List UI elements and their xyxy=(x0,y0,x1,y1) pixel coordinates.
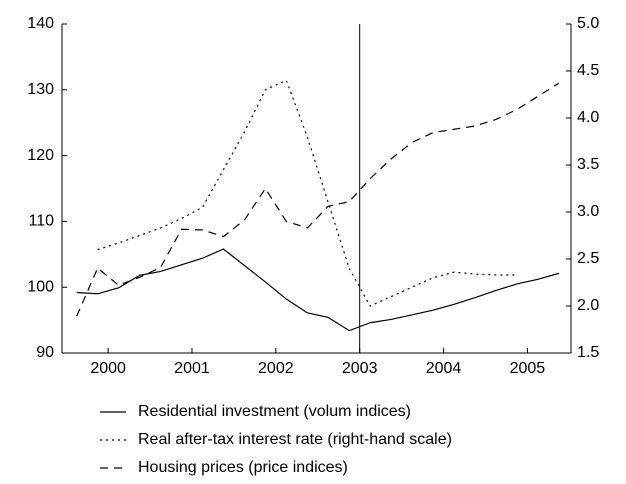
legend-label: Real after-tax interest rate (right-hand… xyxy=(138,431,452,448)
series-line xyxy=(97,79,517,307)
y2-tick-label: 4.0 xyxy=(577,109,599,126)
y-tick-label: 120 xyxy=(27,147,54,164)
y2-tick-label: 5.0 xyxy=(577,15,599,32)
y-tick-label: 140 xyxy=(27,15,54,32)
x-tick-label: 2000 xyxy=(90,360,126,377)
y2-tick-label: 4.5 xyxy=(577,62,599,79)
x-tick-label: 2003 xyxy=(342,360,378,377)
x-tick-label: 2005 xyxy=(510,360,546,377)
series-line xyxy=(76,248,560,332)
x-tick-label: 2001 xyxy=(174,360,210,377)
y-tick-label: 130 xyxy=(27,81,54,98)
legend-label: Residential investment (volum indices) xyxy=(138,403,411,420)
y-tick-label: 90 xyxy=(36,344,54,361)
series-line xyxy=(76,82,560,317)
y-tick-label: 110 xyxy=(28,213,54,230)
y2-tick-label: 3.0 xyxy=(577,203,599,220)
legend-label: Housing prices (price indices) xyxy=(138,459,348,476)
y2-tick-label: 2.0 xyxy=(577,297,599,314)
y-tick-label: 100 xyxy=(27,278,54,295)
x-tick-label: 2002 xyxy=(258,360,294,377)
y2-tick-label: 2.5 xyxy=(577,250,599,267)
y2-tick-label: 1.5 xyxy=(577,344,599,361)
x-tick-label: 2004 xyxy=(426,360,462,377)
y2-tick-label: 3.5 xyxy=(577,156,599,173)
